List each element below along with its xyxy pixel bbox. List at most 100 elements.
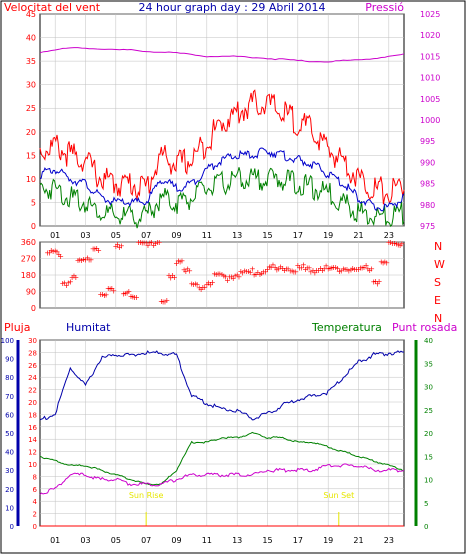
direction-point: + (357, 263, 364, 272)
direction-point: + (44, 249, 51, 258)
temperature-label: Temperatura (311, 321, 382, 334)
humidity-hour-tick: 23 (384, 536, 394, 545)
wind-speed-axis: 0 5 10 15 20 25 30 35 40 45 (26, 10, 36, 231)
humidity-hour-tick: 05 (111, 536, 121, 545)
direction-point: + (234, 270, 241, 279)
direction-point: + (296, 264, 303, 273)
direction-point: + (177, 258, 184, 267)
direction-point: + (167, 274, 174, 283)
direction-point: + (158, 297, 165, 306)
direction-degree-tick: 90 (26, 288, 36, 297)
wind-speed-tick: 35 (26, 57, 36, 66)
humidity-hour-tick: 19 (323, 536, 333, 545)
direction-point: + (382, 258, 389, 267)
wind-speed-tick: 20 (26, 128, 36, 137)
wind-hour-tick: 17 (293, 231, 303, 240)
wind-hour-tick: 13 (232, 231, 242, 240)
direction-point: + (194, 280, 201, 289)
direction-point: + (150, 241, 157, 250)
humidity-label: Humitat (66, 321, 111, 334)
direction-point: + (395, 240, 402, 249)
direction-point: + (258, 269, 265, 278)
direction-point: + (344, 265, 351, 274)
rain-tick: 10 (28, 461, 37, 469)
wind-hour-tick: 07 (141, 231, 151, 240)
direction-point: + (175, 256, 182, 265)
rain-tick: 12 (28, 449, 37, 457)
humidity-hour-axis: 01 03 05 07 09 11 13 15 17 19 21 23 (50, 536, 394, 545)
pressure-tick: 1025 (420, 10, 440, 19)
direction-point: + (291, 267, 298, 276)
humidity-tick: 80 (5, 374, 14, 382)
direction-point: + (90, 245, 97, 254)
rain-tick: 6 (33, 486, 38, 494)
pressure-tick: 980 (420, 201, 435, 210)
direction-point: + (76, 255, 83, 264)
direction-point: + (266, 263, 273, 272)
direction-point: + (397, 241, 404, 250)
direction-point: + (289, 267, 296, 276)
page-title: 24 hour graph day : 29 Abril 2014 (139, 1, 326, 14)
direction-point: + (217, 270, 224, 279)
direction-point: + (219, 270, 226, 279)
direction-point: + (181, 266, 188, 275)
direction-point: + (279, 264, 286, 273)
wind-plot-area (39, 13, 405, 227)
direction-point: + (294, 261, 301, 270)
humidity-hour-tick: 09 (171, 536, 181, 545)
pressure-tick: 1015 (420, 52, 440, 61)
wind-speed-tick: 0 (31, 222, 36, 231)
direction-point: + (287, 267, 294, 276)
direction-point: + (387, 238, 394, 247)
wind-hour-tick: 11 (202, 231, 212, 240)
rain-tick: 18 (28, 411, 37, 419)
direction-point: + (173, 259, 180, 268)
direction-point: + (114, 240, 121, 249)
direction-degree-tick: 180 (21, 271, 36, 280)
direction-point: + (183, 267, 190, 276)
direction-point: + (313, 266, 320, 275)
direction-point: + (162, 298, 169, 307)
direction-point: + (131, 293, 138, 302)
direction-point: + (262, 268, 269, 277)
direction-point: + (215, 270, 222, 279)
direction-point: + (203, 280, 210, 289)
direction-point: + (228, 273, 235, 282)
rain-tick: 28 (28, 349, 37, 357)
direction-point: + (308, 267, 315, 276)
humidity-hour-tick: 03 (80, 536, 90, 545)
direction-point: + (304, 264, 311, 273)
direction-point: + (268, 263, 275, 272)
humidity-tick: 20 (5, 486, 14, 494)
wind-hour-tick: 05 (111, 231, 121, 240)
wind-speed-tick: 5 (31, 198, 36, 207)
direction-point: + (349, 264, 356, 273)
direction-point: + (338, 266, 345, 275)
direction-point: + (50, 247, 57, 256)
direction-point: + (84, 254, 91, 263)
direction-point: + (374, 280, 381, 289)
direction-point: + (67, 278, 74, 287)
direction-point: + (57, 252, 64, 261)
humidity-tick: 50 (5, 430, 14, 438)
humidity-hour-tick: 21 (353, 536, 363, 545)
direction-point: + (209, 278, 216, 287)
humidity-hour-tick: 01 (50, 536, 60, 545)
direction-point: + (370, 277, 377, 286)
direction-point: + (71, 272, 78, 281)
direction-point: + (399, 239, 406, 248)
wind-hour-tick: 21 (353, 231, 363, 240)
pressure-axis: 975 980 985 990 995 1000 1005 1010 1015 1020 1025 (420, 10, 440, 231)
dewpoint-line (39, 463, 405, 496)
compass-label: W (434, 258, 445, 271)
direction-point: + (122, 289, 129, 298)
direction-point: + (166, 271, 173, 280)
temperature-tick: 5 (424, 500, 428, 508)
direction-point: + (201, 283, 208, 292)
direction-point: + (207, 281, 214, 290)
temperature-tick: 35 (424, 360, 433, 368)
direction-point: + (327, 264, 334, 273)
direction-point: + (128, 292, 135, 301)
